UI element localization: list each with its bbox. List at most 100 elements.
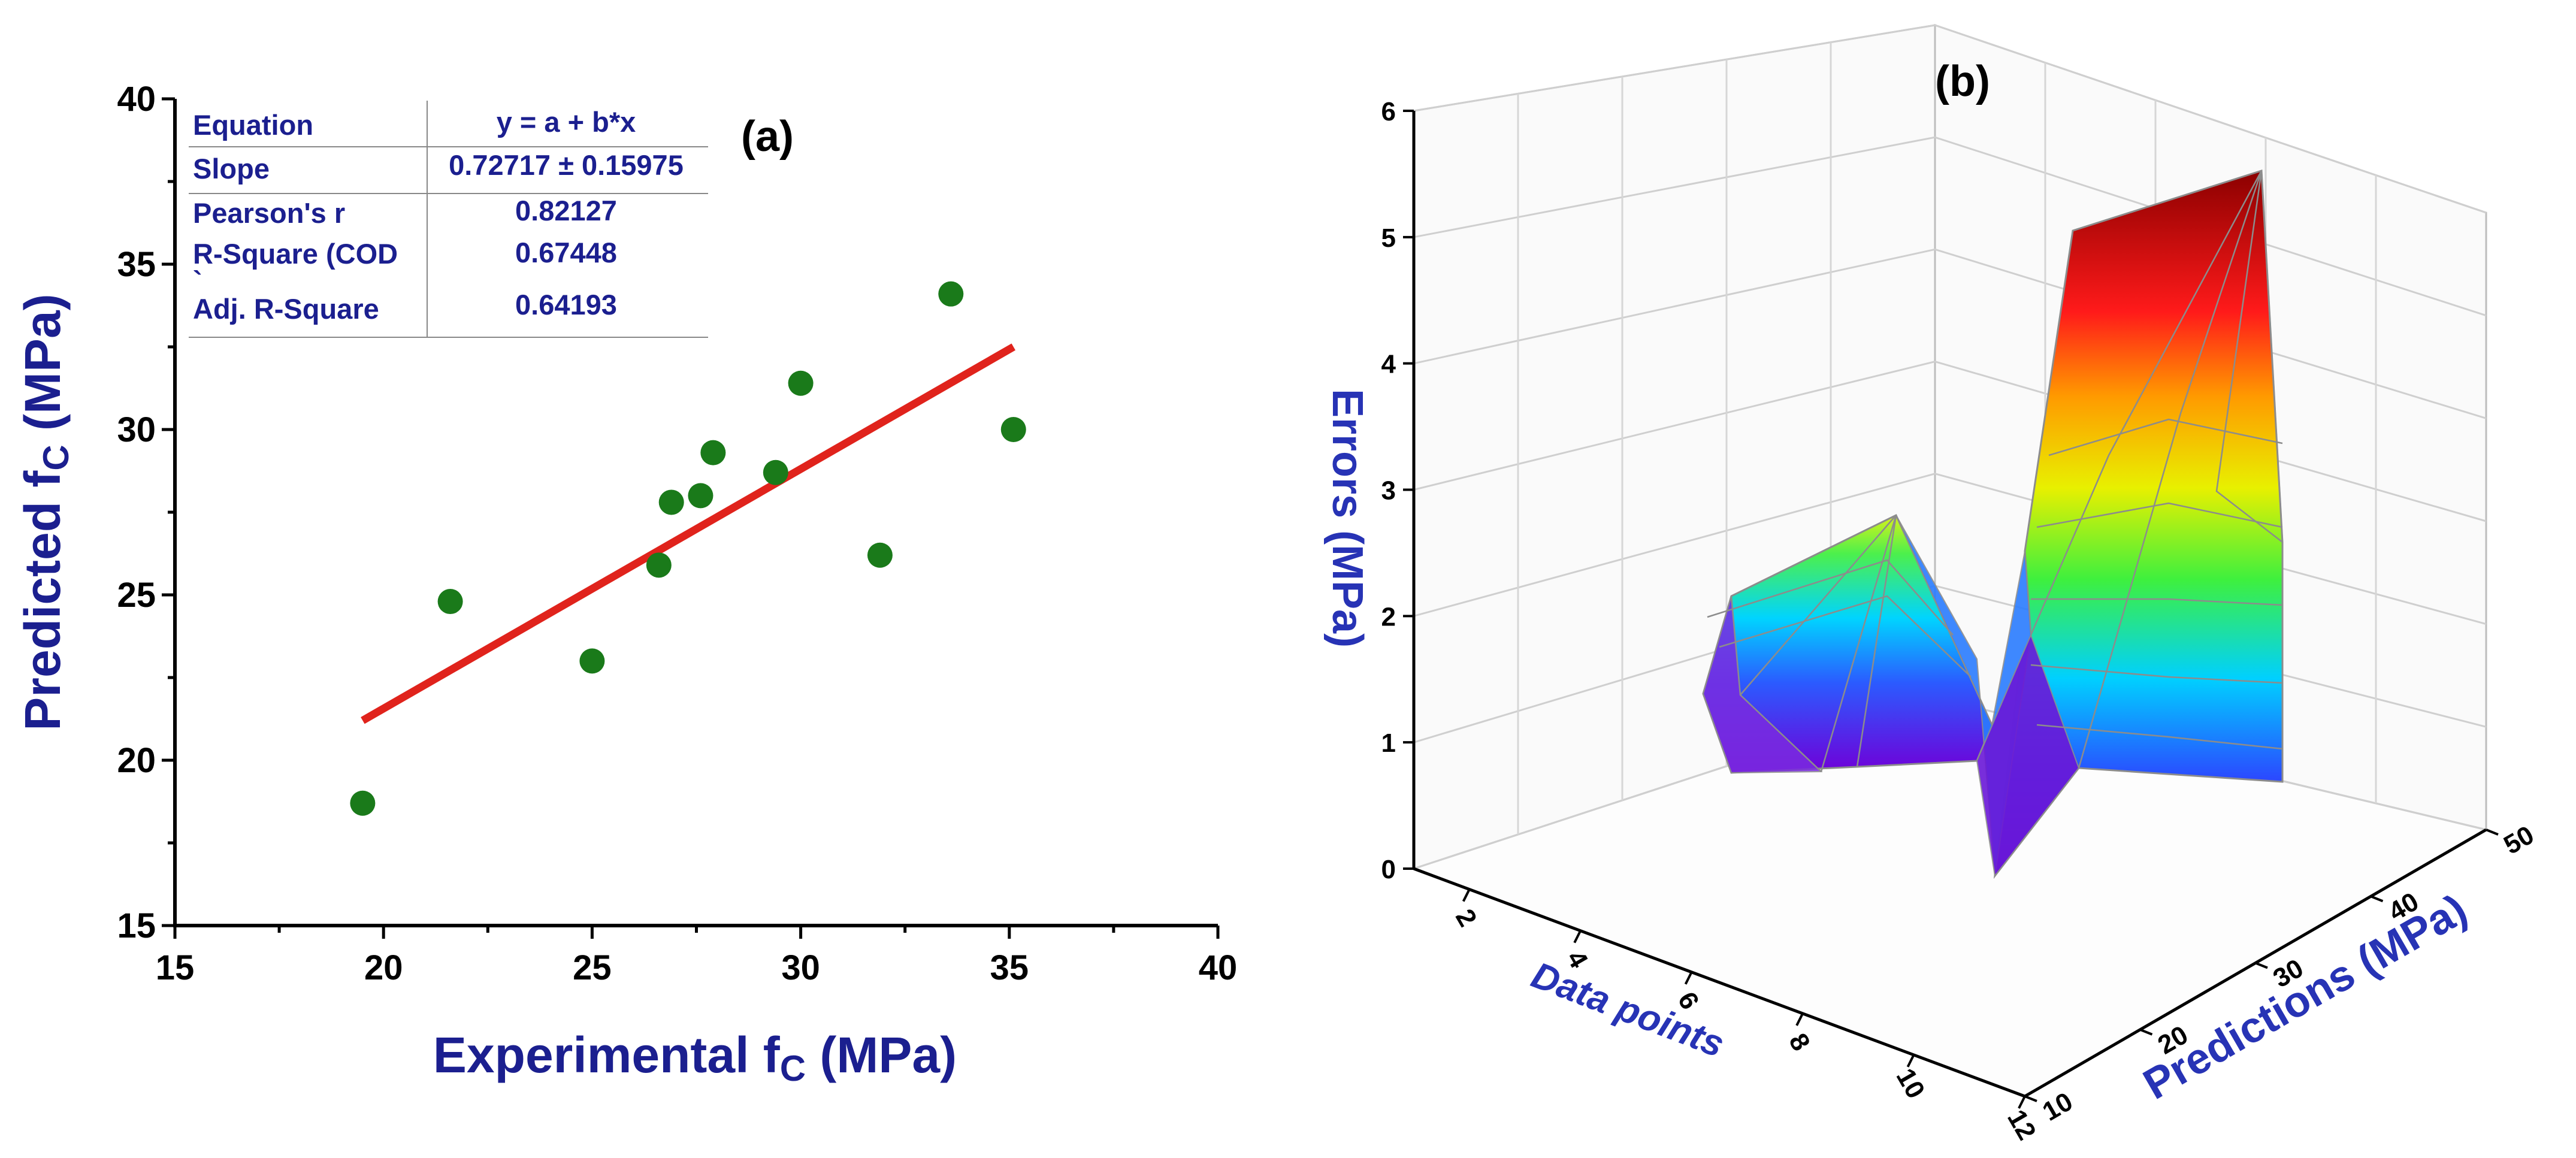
stats-label-pearson: Pearson's r bbox=[193, 197, 345, 229]
stats-value-rsquare: 0.67448 bbox=[515, 237, 617, 268]
data-point bbox=[867, 542, 893, 568]
x-tick-label: 20 bbox=[364, 948, 403, 987]
data-point bbox=[1000, 417, 1026, 442]
x-tick-label: 40 bbox=[1199, 948, 1238, 987]
x-tick-label: 30 bbox=[781, 948, 820, 987]
mesh-line bbox=[2215, 170, 2283, 543]
mesh-line bbox=[2036, 502, 2283, 528]
data-point bbox=[646, 552, 672, 578]
stats-stray-mark: ` bbox=[193, 265, 202, 297]
mesh-line bbox=[2031, 598, 2283, 606]
x-axis-title: Experimental fC (MPa) bbox=[433, 1027, 957, 1089]
data-point bbox=[658, 489, 684, 515]
y-axis-title: Predicted fC (MPa) bbox=[14, 294, 76, 730]
mesh-line bbox=[2030, 170, 2263, 636]
y-tick-3d bbox=[2370, 895, 2384, 903]
mesh-line bbox=[2048, 418, 2283, 456]
y-tick-3d bbox=[2486, 829, 2499, 836]
stats-label-equation: Equation bbox=[193, 109, 313, 141]
z-tick-label: 4 bbox=[1381, 350, 1396, 379]
x-tick-label: 15 bbox=[156, 948, 195, 987]
mesh-line bbox=[2036, 724, 2283, 750]
data-point bbox=[938, 281, 964, 307]
mesh-line bbox=[1820, 515, 1897, 772]
x-tick-3d-label: 8 bbox=[1783, 1029, 1816, 1056]
mesh-line bbox=[2030, 664, 2283, 684]
y-axis-title-tail: (MPa) bbox=[14, 294, 71, 445]
x-tick-label: 35 bbox=[990, 948, 1029, 987]
y-ticks: 15 20 25 30 35 40 bbox=[117, 80, 175, 945]
regression-stats-table: Equation y = a + b*x Slope 0.72717 ± 0.1… bbox=[189, 101, 708, 338]
linear-fit-line bbox=[361, 343, 1016, 724]
x-tick-3d bbox=[1462, 888, 1471, 902]
y-tick-3d bbox=[2024, 1095, 2037, 1102]
panel-label-a: (a) bbox=[741, 113, 794, 161]
x-axis-3d-line bbox=[1413, 867, 2025, 1098]
mesh-line bbox=[2078, 170, 2263, 769]
stats-label-rsquare: R-Square (COD bbox=[193, 238, 398, 270]
x-tick-3d bbox=[1906, 1054, 1915, 1068]
y-tick-label: 40 bbox=[117, 80, 156, 119]
data-point bbox=[350, 790, 376, 816]
mesh-line bbox=[1856, 515, 1897, 767]
x-axis-title-sub: C bbox=[780, 1048, 806, 1089]
panel-label-b: (b) bbox=[1935, 58, 1990, 105]
x-axis-title-main: Experimental f bbox=[433, 1027, 781, 1083]
z-tick-label: 2 bbox=[1381, 602, 1396, 631]
data-point bbox=[788, 370, 814, 396]
plot-area bbox=[350, 281, 1026, 816]
mesh-line bbox=[1719, 595, 1972, 678]
y-tick-3d bbox=[2255, 962, 2268, 969]
x-tick-3d bbox=[1795, 1012, 1804, 1026]
stats-label-slope: Slope bbox=[193, 153, 270, 185]
stats-value-equation: y = a + b*x bbox=[497, 106, 636, 138]
y-axis-title-main: Predicted f bbox=[14, 470, 71, 731]
z-axis-title: Errors (MPa) bbox=[1323, 389, 1371, 648]
wall-gridline bbox=[1413, 473, 2487, 625]
y-tick-label: 30 bbox=[117, 410, 156, 449]
z-tick-label: 1 bbox=[1381, 728, 1396, 758]
data-point bbox=[700, 440, 726, 465]
stats-label-adj-rsquare: Adj. R-Square bbox=[193, 293, 379, 325]
x-tick-3d-label: 10 bbox=[1891, 1063, 1931, 1103]
mesh-line bbox=[1707, 559, 1954, 636]
stats-value-adj-rsquare: 0.64193 bbox=[515, 289, 617, 321]
wall-gridline bbox=[1413, 136, 2487, 317]
y-tick-3d-label: 50 bbox=[2499, 820, 2539, 860]
data-point bbox=[579, 648, 605, 674]
x-axis-title-tail: (MPa) bbox=[806, 1027, 957, 1083]
stats-value-pearson: 0.82127 bbox=[515, 195, 617, 226]
z-tick-label: 5 bbox=[1381, 223, 1396, 253]
x-ticks: 15 20 25 30 35 40 bbox=[156, 926, 1238, 987]
stats-value-slope: 0.72717 ± 0.15975 bbox=[449, 149, 684, 181]
x-tick-3d-label: 2 bbox=[1450, 904, 1483, 932]
mesh-line bbox=[1740, 515, 1897, 696]
wall-gridline bbox=[1413, 24, 2487, 214]
x-tick-3d bbox=[1573, 930, 1582, 944]
wall-gridline bbox=[1413, 248, 2487, 419]
y-tick-label: 15 bbox=[117, 906, 156, 945]
error-surface bbox=[1702, 169, 2284, 879]
mesh-line bbox=[2260, 170, 2284, 543]
data-point bbox=[688, 483, 713, 509]
surface-mesh-lines bbox=[1707, 170, 2284, 772]
data-point bbox=[437, 589, 463, 615]
data-point bbox=[763, 459, 788, 485]
x-tick-label: 25 bbox=[573, 948, 612, 987]
z-tick-label: 3 bbox=[1381, 476, 1396, 506]
y-tick-label: 35 bbox=[117, 245, 156, 284]
y-axis-title-sub: C bbox=[36, 445, 76, 470]
x-tick-3d-label: 12 bbox=[2001, 1105, 2042, 1145]
wall-gridline bbox=[1413, 360, 2487, 522]
mesh-line bbox=[2072, 170, 2262, 232]
z-tick-label: 0 bbox=[1381, 855, 1396, 884]
x-tick-3d bbox=[2018, 1096, 2026, 1109]
scatter-panel-a: 15 20 25 30 35 40 15 20 25 30 35 40 Equation y = a… bbox=[14, 80, 1237, 1089]
x-tick-3d bbox=[1684, 971, 1693, 985]
z-tick-label: 6 bbox=[1381, 97, 1396, 126]
y-tick-label: 20 bbox=[117, 741, 156, 780]
y-tick-3d-label: 10 bbox=[2037, 1087, 2078, 1127]
y-tick-3d bbox=[2139, 1028, 2153, 1036]
y-tick-label: 25 bbox=[117, 576, 156, 615]
